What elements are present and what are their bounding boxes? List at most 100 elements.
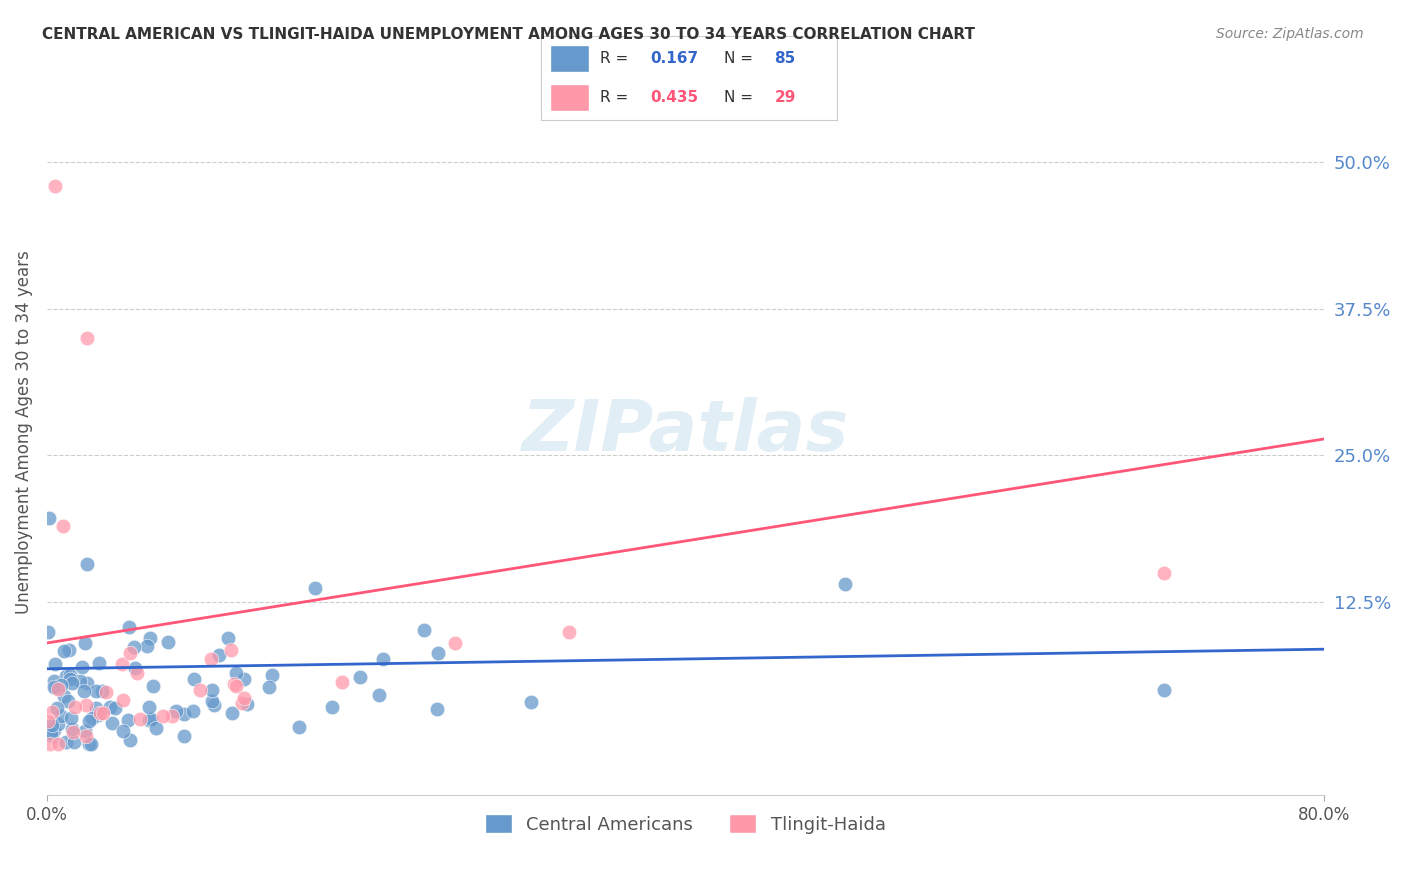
Point <box>41 729 63 743</box>
Point <box>39 726 62 740</box>
Point <box>112 693 135 707</box>
Point <box>1153 682 1175 697</box>
Point <box>200 651 222 665</box>
Point <box>118 646 141 660</box>
Point <box>173 706 195 721</box>
Point <box>225 665 247 680</box>
Point <box>181 704 204 718</box>
Point <box>190 682 212 697</box>
Point <box>138 713 160 727</box>
Point <box>52 644 75 658</box>
Point <box>62 735 84 749</box>
Point <box>165 704 187 718</box>
Text: N =: N = <box>724 51 758 66</box>
Point <box>231 696 253 710</box>
Point <box>160 708 183 723</box>
Point <box>80 711 103 725</box>
Point <box>235 698 257 712</box>
Point <box>72 660 94 674</box>
Point <box>412 623 434 637</box>
Point <box>75 723 97 738</box>
Point <box>124 661 146 675</box>
Point <box>287 720 309 734</box>
Point <box>42 674 65 689</box>
Point <box>117 713 139 727</box>
FancyBboxPatch shape <box>550 84 589 112</box>
Point <box>141 712 163 726</box>
Point <box>56 694 79 708</box>
Point <box>80 737 103 751</box>
Point <box>208 648 231 662</box>
Text: 0.435: 0.435 <box>651 90 699 105</box>
Point <box>58 668 80 682</box>
Point <box>60 711 83 725</box>
Point <box>44 657 66 672</box>
Point <box>46 681 69 696</box>
Point <box>260 668 283 682</box>
Point <box>48 717 70 731</box>
Point <box>157 635 180 649</box>
Point <box>73 683 96 698</box>
Point <box>111 657 134 671</box>
Point <box>136 640 159 654</box>
FancyBboxPatch shape <box>550 45 589 72</box>
Point <box>63 700 86 714</box>
Point <box>112 723 135 738</box>
Point <box>138 700 160 714</box>
Point <box>232 690 254 705</box>
Point <box>58 642 80 657</box>
Text: 0.167: 0.167 <box>651 51 699 66</box>
Point <box>520 695 543 709</box>
Point <box>44 178 66 193</box>
Point <box>86 700 108 714</box>
Point <box>76 676 98 690</box>
Point <box>59 672 82 686</box>
Point <box>52 690 75 704</box>
Point <box>76 557 98 571</box>
Point <box>38 510 60 524</box>
Point <box>557 625 579 640</box>
Text: R =: R = <box>600 51 634 66</box>
Point <box>321 699 343 714</box>
Point <box>100 716 122 731</box>
Point <box>368 689 391 703</box>
Point <box>152 709 174 723</box>
Point <box>118 733 141 747</box>
Point <box>60 676 83 690</box>
Text: N =: N = <box>724 90 758 105</box>
Point <box>201 694 224 708</box>
Point <box>834 577 856 591</box>
Point <box>37 714 59 729</box>
Point <box>349 670 371 684</box>
Point <box>138 631 160 645</box>
Point <box>104 701 127 715</box>
Point <box>129 712 152 726</box>
Point <box>62 724 84 739</box>
Point <box>426 701 449 715</box>
Point <box>44 681 66 695</box>
Text: R =: R = <box>600 90 634 105</box>
Point <box>304 581 326 595</box>
Point <box>201 683 224 698</box>
Point <box>41 705 63 719</box>
Point <box>51 709 73 723</box>
Legend: Central Americans, Tlingit-Haida: Central Americans, Tlingit-Haida <box>474 804 897 845</box>
Point <box>84 684 107 698</box>
Point <box>37 624 59 639</box>
Point <box>124 640 146 654</box>
Point <box>89 657 111 671</box>
Point <box>69 674 91 689</box>
Point <box>91 706 114 720</box>
Text: 85: 85 <box>775 51 796 66</box>
Text: Source: ZipAtlas.com: Source: ZipAtlas.com <box>1216 27 1364 41</box>
Point <box>427 646 450 660</box>
Point <box>46 737 69 751</box>
Text: 29: 29 <box>775 90 796 105</box>
Point <box>221 706 243 720</box>
Point <box>55 669 77 683</box>
Point <box>1153 566 1175 580</box>
Point <box>145 721 167 735</box>
Point <box>75 698 97 713</box>
Point <box>55 735 77 749</box>
Point <box>52 518 75 533</box>
